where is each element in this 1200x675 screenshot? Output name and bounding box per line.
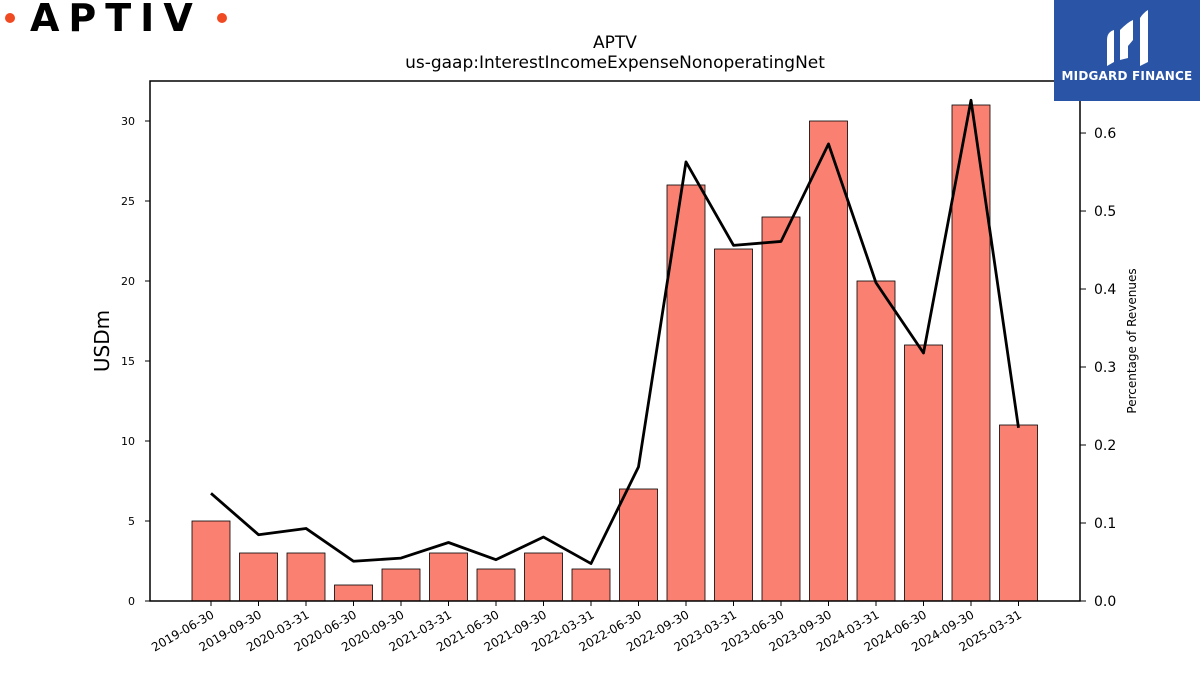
y2-tick-label: 0.3 [1094, 360, 1116, 376]
y2-tick-label: 0.5 [1094, 204, 1116, 220]
y-axis-left: 0 5 10 15 20 25 30 [121, 115, 150, 608]
bar [476, 568, 516, 602]
y-tick-label: 0 [128, 595, 135, 608]
y-tick-label: 15 [121, 355, 135, 368]
plot-frame [149, 80, 1081, 602]
bar [191, 520, 231, 602]
bar [809, 120, 848, 602]
bar [571, 568, 611, 602]
x-axis: 2019-06-302019-09-302020-03-312020-06-30… [149, 601, 1024, 654]
bar [239, 552, 278, 602]
y2-tick-label: 0.6 [1094, 126, 1116, 142]
y-axis-right: 0.0 0.1 0.2 0.3 0.4 0.5 0.6 [1080, 126, 1116, 610]
midgard-finance-badge: MIDGARD FINANCE [1054, 0, 1200, 101]
bar [381, 568, 421, 602]
y-axis-label: USDm [90, 310, 114, 372]
bar [286, 552, 326, 602]
y-tick-label: 25 [121, 195, 135, 208]
y-tick-label: 5 [128, 515, 135, 528]
bar-series [191, 104, 1038, 602]
y-tick-label: 10 [121, 435, 135, 448]
aptiv-logo: APTIV [0, 0, 240, 40]
y2-tick-label: 0.0 [1094, 594, 1116, 610]
badge-text: MIDGARD FINANCE [1061, 69, 1193, 83]
chart-title: APTV [593, 33, 637, 53]
bar [429, 552, 468, 602]
logo-dot-right [217, 13, 227, 23]
bar [666, 184, 706, 602]
bar [856, 280, 896, 602]
chart-subtitle: us-gaap:InterestIncomeExpenseNonoperatin… [405, 53, 825, 73]
bar [524, 552, 563, 602]
midgard-logo-icon [1107, 10, 1148, 66]
y-tick-label: 20 [121, 275, 135, 288]
bar [761, 216, 801, 602]
bar [619, 488, 658, 602]
bar [951, 104, 991, 602]
logo-wordmark: APTIV [30, 0, 202, 40]
line-path [210, 98, 1020, 565]
y2-axis-label: Percentage of Revenues [1125, 268, 1139, 413]
y2-tick-label: 0.2 [1094, 438, 1116, 454]
bar [714, 248, 753, 602]
y2-tick-label: 0.1 [1094, 516, 1116, 532]
logo-dot-left [5, 13, 15, 23]
bar [334, 584, 373, 602]
bar [999, 424, 1038, 602]
y2-tick-label: 0.4 [1094, 282, 1116, 298]
line-series [210, 98, 1020, 565]
y-tick-label: 30 [121, 115, 135, 128]
bar [904, 344, 943, 602]
